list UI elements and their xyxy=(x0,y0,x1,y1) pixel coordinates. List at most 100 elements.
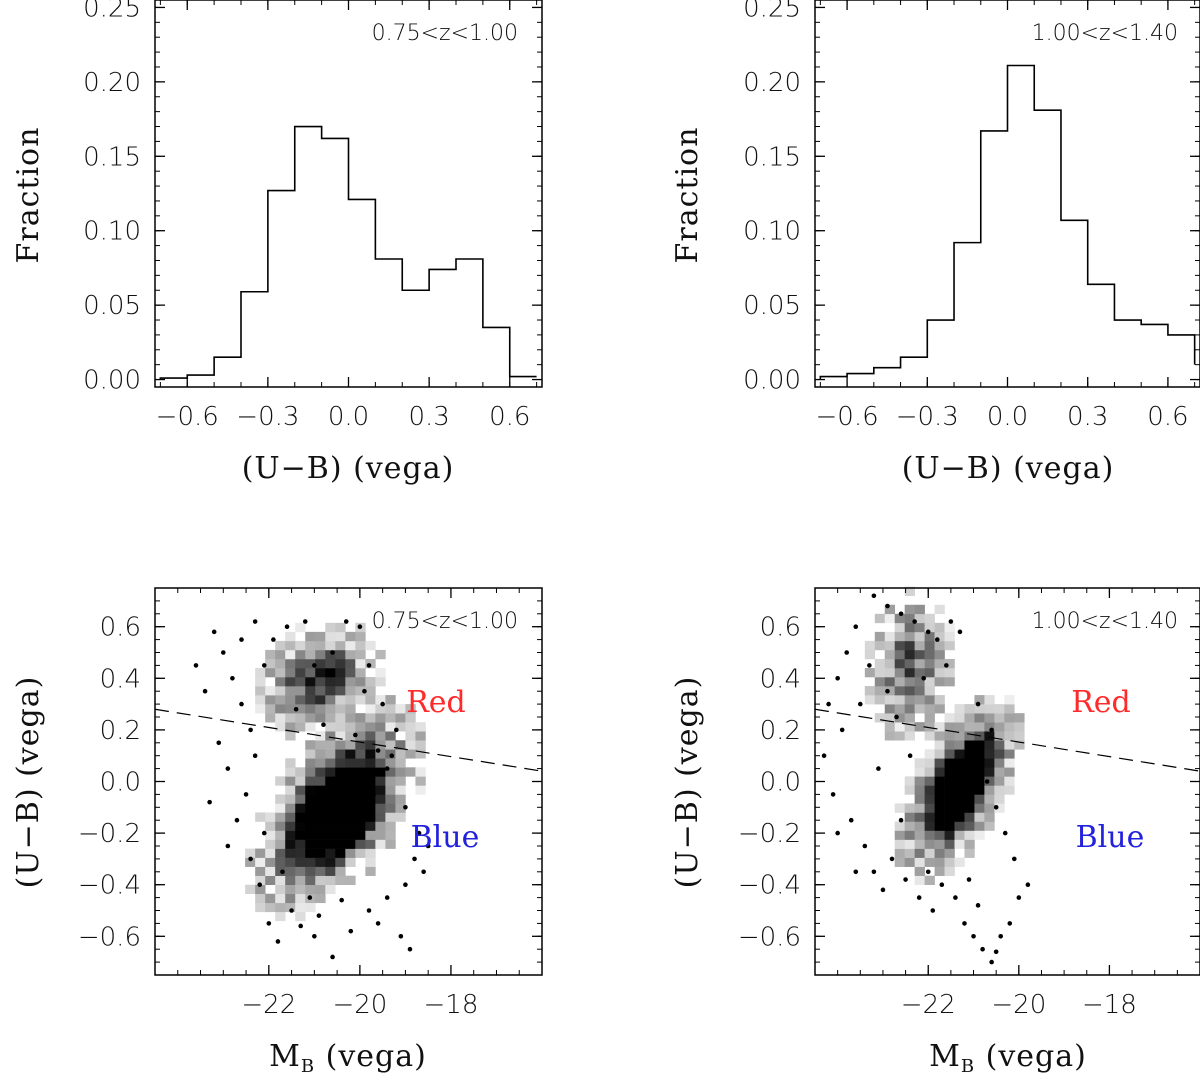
cmd-low-z-density-cell xyxy=(415,776,426,786)
cmd-low-z-density-cell xyxy=(315,686,326,696)
cmd-high-z-point-6 xyxy=(948,619,954,624)
cmd-high-z-density-cell xyxy=(924,794,935,804)
cmd-low-z-density-cell xyxy=(335,758,346,768)
cmd-low-z-density-cell xyxy=(315,767,326,777)
cmd-low-z-density-cell xyxy=(395,722,406,732)
cmd-low-z-density-cell xyxy=(405,722,416,732)
cmd-high-z-density-cell xyxy=(944,794,955,804)
cmd-low-z-density-cell xyxy=(265,713,276,723)
cmd-high-z-density-cell xyxy=(964,722,975,732)
cmd-low-z-density-cell xyxy=(365,731,376,741)
cmd-high-z-density-cell xyxy=(894,839,905,849)
cmd-low-z-density-cell xyxy=(305,649,316,660)
cmd-low-z-density-cell xyxy=(335,677,346,687)
cmd-high-z-density-cell xyxy=(914,866,925,876)
cmd-low-z-density-cell xyxy=(295,866,306,876)
cmd-high-z-density-cell xyxy=(1004,758,1015,768)
cmd-high-z-density-cell xyxy=(904,631,915,642)
cmd-low-z-point-6 xyxy=(225,766,231,771)
cmd-low-z-xlabel: MB (vega) xyxy=(269,1039,427,1076)
cmd-high-z-density-cell xyxy=(994,740,1005,750)
cmd-low-z-density-cell xyxy=(365,785,376,795)
hist-high-z-ytick-label-0: 0.00 xyxy=(743,366,801,396)
cmd-low-z-density-cell xyxy=(345,839,356,849)
cmd-low-z-point-49 xyxy=(298,923,303,929)
cmd-low-z-density-cell xyxy=(395,749,406,759)
cmd-low-z-point-40 xyxy=(353,732,358,738)
cmd-low-z-density-cell xyxy=(265,839,276,849)
cmd-high-z-density-cell xyxy=(904,586,915,597)
cmd-low-z-point-25 xyxy=(394,727,399,733)
cmd-high-z-density-cell xyxy=(914,839,925,849)
cmd-low-z-density-cell xyxy=(385,731,396,741)
cmd-high-z-density-cell xyxy=(934,866,945,876)
cmd-low-z-density-cell xyxy=(365,857,376,867)
cmd-low-z-density-cell xyxy=(315,812,326,822)
cmd-low-z-density-cell xyxy=(375,776,386,786)
cmd-high-z-density-cell xyxy=(944,667,955,678)
cmd-low-z-density-cell xyxy=(285,893,296,904)
cmd-high-z-density-cell xyxy=(954,803,965,813)
cmd-high-z-density-cell xyxy=(904,622,915,633)
cmd-high-z-density-cell xyxy=(914,767,925,777)
cmd-low-z-density-cell xyxy=(385,695,396,705)
cmd-high-z-point-2 xyxy=(898,611,904,617)
cmd-high-z-density-cell xyxy=(914,640,925,651)
cmd-low-z-density-cell xyxy=(275,812,286,822)
cmd-low-z-density-cell xyxy=(325,812,336,822)
cmd-high-z-point-15 xyxy=(848,817,854,823)
cmd-low-z-density-cell xyxy=(405,749,416,759)
cmd-low-z-density-cell xyxy=(305,839,316,849)
cmd-high-z-density-cell xyxy=(974,695,985,705)
cmd-low-z-density-cell xyxy=(275,902,286,913)
cmd-high-z-density-cell xyxy=(934,667,945,678)
cmd-low-z-density-cell xyxy=(385,767,396,777)
cmd-low-z-annotation: 0.75<z<1.00 xyxy=(372,609,518,634)
cmd-high-z-density-cell xyxy=(934,803,945,813)
cmd-high-z-density-cell xyxy=(904,839,915,849)
cmd-low-z-density-cell xyxy=(245,857,256,867)
cmd-low-z-density-cell xyxy=(265,704,276,714)
hist-high-z-annotation: 1.00<z<1.40 xyxy=(1032,21,1178,46)
cmd-high-z-density-cell xyxy=(934,785,945,795)
cmd-low-z-density-cell xyxy=(315,866,326,876)
cmd-low-z-point-27 xyxy=(366,663,372,668)
cmd-high-z-density-cell xyxy=(934,640,945,651)
cmd-low-z-density-cell xyxy=(415,740,426,750)
cmd-low-z-density-cell xyxy=(265,848,276,858)
cmd-high-z-density-cell xyxy=(924,848,935,858)
cmd-high-z-point-30 xyxy=(1007,921,1013,926)
cmd-high-z-ticks: −22 −20 −18 −0.6 −0.4 −0.2 0.0 0.2 0.4 0.6 xyxy=(738,587,1200,1020)
cmd-high-z-density-cell xyxy=(884,640,896,651)
cmd-low-z-density-cell xyxy=(345,758,356,768)
cmd-low-z-density-cell xyxy=(355,830,366,840)
cmd-low-z-density-cell xyxy=(315,893,326,904)
cmd-high-z-density-cell xyxy=(884,686,896,696)
cmd-high-z-density-cell xyxy=(914,803,925,813)
cmd-high-z-density-cell xyxy=(874,686,886,696)
cmd-high-z-point-24 xyxy=(953,895,958,900)
cmd-high-z-point-31 xyxy=(1016,895,1022,900)
cmd-high-z-density-cell xyxy=(994,776,1005,786)
cmd-low-z-point-44 xyxy=(339,897,344,903)
cmd-high-z-point-48 xyxy=(944,663,949,668)
cmd-high-z-xlabel: MB (vega) xyxy=(929,1039,1087,1076)
cmd-low-z-density-cell xyxy=(325,631,336,642)
cmd-high-z-density-cell xyxy=(984,785,995,795)
cmd-high-z-density-cell xyxy=(894,713,905,723)
cmd-high-z-density-cell xyxy=(1004,776,1015,786)
cmd-high-z-density-cell xyxy=(1014,740,1025,750)
cmd-low-z-density-cell xyxy=(345,677,356,687)
cmd-low-z-density-cell xyxy=(285,794,296,804)
cmd-low-z-density-cell xyxy=(315,848,326,858)
cmd-low-z-density-cell xyxy=(325,740,336,750)
cmd-high-z-density-cell xyxy=(924,640,935,651)
cmd-low-z-density-cell xyxy=(305,803,316,813)
cmd-low-z-density-cell xyxy=(305,704,316,714)
hist-high-z-xtick-label-0: −0.6 xyxy=(816,402,879,432)
cmd-high-z-density-cell xyxy=(894,695,905,705)
cmd-low-z-density-cell xyxy=(275,695,286,705)
cmd-low-z-density-cell xyxy=(395,740,406,750)
cmd-low-z-density-cell xyxy=(335,667,346,678)
cmd-high-z-ytick-label-6: 0.6 xyxy=(760,613,801,643)
